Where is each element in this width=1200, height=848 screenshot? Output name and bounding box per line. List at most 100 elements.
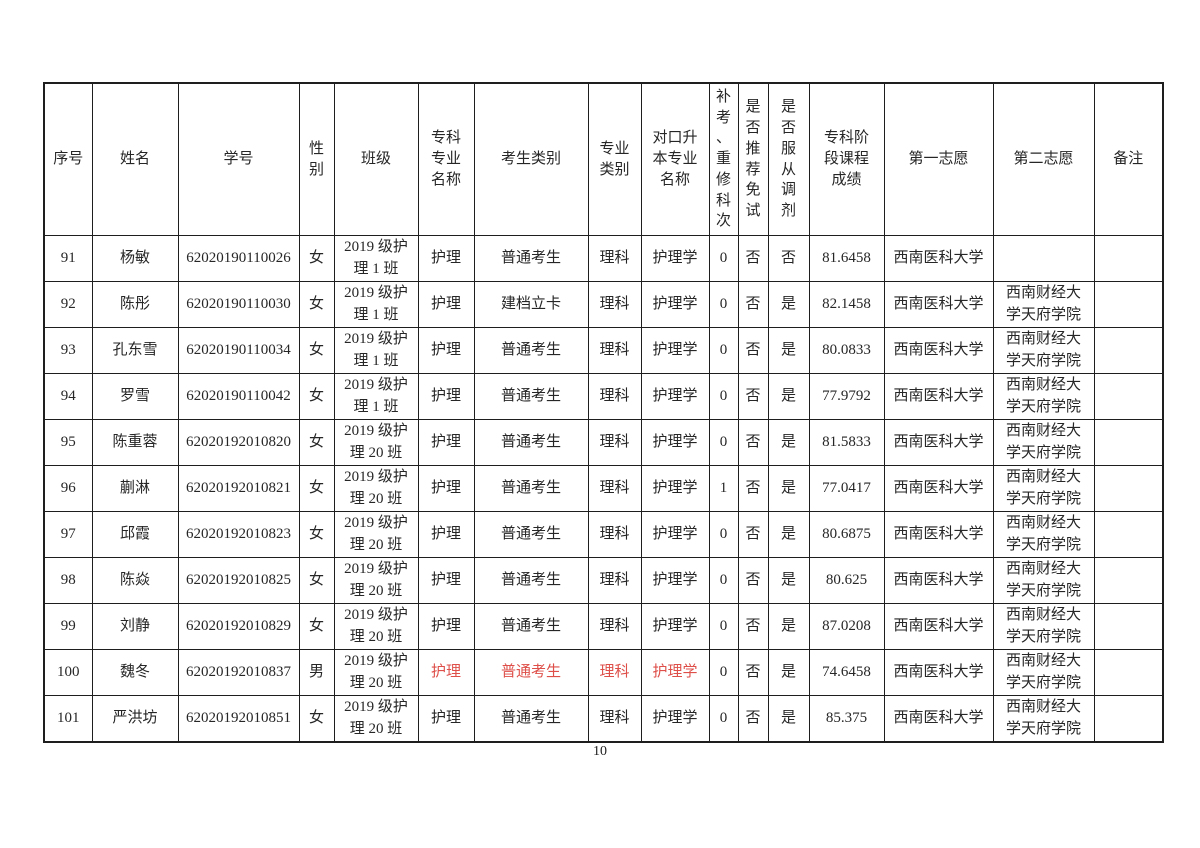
cell-college_major: 护理 [417, 327, 475, 374]
cell-stage_score: 85.375 [808, 695, 885, 743]
cell-college_major: 护理 [417, 235, 475, 282]
cell-candidate_type: 建档立卡 [473, 281, 589, 328]
cell-exempt_recommend: 否 [737, 327, 769, 374]
cell-stage_score: 80.6875 [808, 511, 885, 558]
cell-obey_adjustment: 否 [767, 235, 810, 282]
cell-seq: 94 [43, 373, 93, 420]
cell-name: 邱霞 [91, 511, 179, 558]
cell-remark [1093, 649, 1164, 696]
cell-remark [1093, 603, 1164, 650]
cell-makeup_count: 0 [708, 281, 739, 328]
column-header-exempt_recommend: 是 否 推 荐 免 试 [737, 82, 769, 236]
cell-seq: 92 [43, 281, 93, 328]
cell-major_category: 理科 [587, 327, 642, 374]
cell-target_major: 护理学 [640, 557, 710, 604]
cell-candidate_type: 普通考生 [473, 511, 589, 558]
cell-stage_score: 82.1458 [808, 281, 885, 328]
cell-makeup_count: 0 [708, 511, 739, 558]
cell-second_choice: 西南财经大 学天府学院 [992, 649, 1095, 696]
table-row: 93 孔东雪 62020190110034 女 2019 级护 理 1 班护理 普通考生理… [43, 327, 1164, 374]
cell-stage_score: 81.5833 [808, 419, 885, 466]
cell-name: 陈焱 [91, 557, 179, 604]
cell-student_id: 62020192010823 [177, 511, 300, 558]
cell-major_category: 理科 [587, 235, 642, 282]
cell-obey_adjustment: 是 [767, 419, 810, 466]
cell-major_category: 理科 [587, 419, 642, 466]
cell-college_major: 护理 [417, 557, 475, 604]
cell-gender: 女 [298, 419, 335, 466]
cell-first_choice: 西南医科大学 [883, 327, 994, 374]
cell-name: 孔东雪 [91, 327, 179, 374]
cell-class_name: 2019 级护 理 20 班 [333, 465, 419, 512]
cell-stage_score: 77.0417 [808, 465, 885, 512]
student-roster-table: 序号 姓名 学号性 别班级 专科 专业 名称 考生类别 专业 类别 对口升 本专业 名称补 … [43, 82, 1164, 743]
cell-remark [1093, 419, 1164, 466]
cell-name: 刘静 [91, 603, 179, 650]
cell-student_id: 62020190110030 [177, 281, 300, 328]
cell-target_major: 护理学 [640, 649, 710, 696]
cell-makeup_count: 0 [708, 235, 739, 282]
cell-seq: 95 [43, 419, 93, 466]
cell-obey_adjustment: 是 [767, 465, 810, 512]
cell-exempt_recommend: 否 [737, 465, 769, 512]
column-header-college_major: 专科 专业 名称 [417, 82, 475, 236]
cell-second_choice: 西南财经大 学天府学院 [992, 603, 1095, 650]
cell-major_category: 理科 [587, 373, 642, 420]
cell-class_name: 2019 级护 理 20 班 [333, 603, 419, 650]
cell-major_category: 理科 [587, 603, 642, 650]
cell-target_major: 护理学 [640, 419, 710, 466]
cell-obey_adjustment: 是 [767, 327, 810, 374]
cell-target_major: 护理学 [640, 695, 710, 743]
cell-candidate_type: 普通考生 [473, 327, 589, 374]
cell-makeup_count: 1 [708, 465, 739, 512]
cell-major_category: 理科 [587, 557, 642, 604]
cell-obey_adjustment: 是 [767, 649, 810, 696]
cell-gender: 女 [298, 695, 335, 743]
cell-remark [1093, 695, 1164, 743]
cell-obey_adjustment: 是 [767, 603, 810, 650]
cell-first_choice: 西南医科大学 [883, 465, 994, 512]
cell-seq: 101 [43, 695, 93, 743]
cell-remark [1093, 327, 1164, 374]
cell-class_name: 2019 级护 理 20 班 [333, 649, 419, 696]
cell-college_major: 护理 [417, 511, 475, 558]
cell-first_choice: 西南医科大学 [883, 603, 994, 650]
cell-name: 魏冬 [91, 649, 179, 696]
column-header-makeup_count: 补 考 、 重 修 科 次 [708, 82, 739, 236]
cell-candidate_type: 普通考生 [473, 557, 589, 604]
cell-exempt_recommend: 否 [737, 695, 769, 743]
column-header-seq: 序号 [43, 82, 93, 236]
cell-stage_score: 87.0208 [808, 603, 885, 650]
cell-first_choice: 西南医科大学 [883, 281, 994, 328]
column-header-major_category: 专业 类别 [587, 82, 642, 236]
cell-target_major: 护理学 [640, 281, 710, 328]
cell-candidate_type: 普通考生 [473, 695, 589, 743]
table-header: 序号 姓名 学号性 别班级 专科 专业 名称 考生类别 专业 类别 对口升 本专业 名称补 … [43, 82, 1164, 236]
column-header-candidate_type: 考生类别 [473, 82, 589, 236]
cell-college_major: 护理 [417, 373, 475, 420]
column-header-second_choice: 第二志愿 [992, 82, 1095, 236]
cell-candidate_type: 普通考生 [473, 649, 589, 696]
cell-student_id: 62020192010820 [177, 419, 300, 466]
cell-exempt_recommend: 否 [737, 649, 769, 696]
column-header-name: 姓名 [91, 82, 179, 236]
cell-student_id: 62020192010837 [177, 649, 300, 696]
cell-target_major: 护理学 [640, 373, 710, 420]
cell-obey_adjustment: 是 [767, 511, 810, 558]
cell-name: 陈重蓉 [91, 419, 179, 466]
cell-exempt_recommend: 否 [737, 419, 769, 466]
table-row: 97 邱霞 62020192010823 女 2019 级护 理 20 班护理 普通考生理… [43, 511, 1164, 558]
cell-first_choice: 西南医科大学 [883, 235, 994, 282]
cell-class_name: 2019 级护 理 20 班 [333, 557, 419, 604]
cell-first_choice: 西南医科大学 [883, 649, 994, 696]
column-header-gender: 性 别 [298, 82, 335, 236]
column-header-obey_adjustment: 是 否 服 从 调 剂 [767, 82, 810, 236]
column-header-target_major: 对口升 本专业 名称 [640, 82, 710, 236]
cell-college_major: 护理 [417, 603, 475, 650]
column-header-remark: 备注 [1093, 82, 1164, 236]
cell-class_name: 2019 级护 理 1 班 [333, 281, 419, 328]
cell-second_choice: 西南财经大 学天府学院 [992, 373, 1095, 420]
cell-candidate_type: 普通考生 [473, 465, 589, 512]
cell-obey_adjustment: 是 [767, 281, 810, 328]
cell-second_choice [992, 235, 1095, 282]
